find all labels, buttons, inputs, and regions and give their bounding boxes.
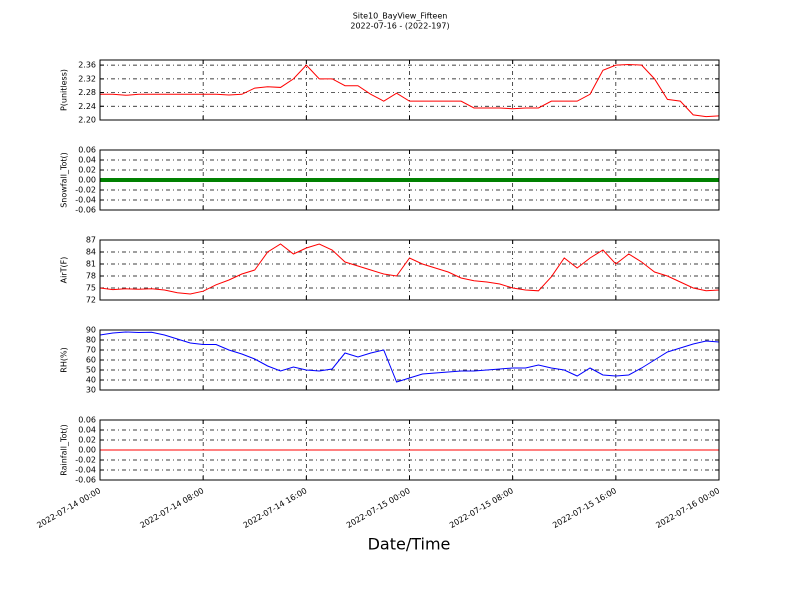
y-tick-label: 84 (86, 248, 96, 257)
y-tick-label: 87 (86, 236, 96, 245)
y-tick-label: 30 (86, 386, 96, 395)
chart-subtitle: 2022-07-16 - (2022-197) (350, 22, 449, 31)
x-tick-label: 2022-07-14 08:00 (138, 486, 205, 530)
y-tick-label: 2.32 (78, 74, 96, 83)
y-tick-label: 81 (86, 260, 96, 269)
y-tick-label: 90 (86, 326, 96, 335)
plot-frame (99, 59, 720, 121)
y-tick-label: 0.04 (78, 426, 96, 435)
plot-frame (99, 419, 720, 481)
y-tick-label: 75 (86, 284, 96, 293)
y-axis-label: RH(%) (60, 347, 69, 372)
x-tick-label: 2022-07-14 16:00 (242, 486, 309, 530)
y-tick-label: -0.02 (75, 186, 96, 195)
y-tick-label: -0.06 (75, 476, 96, 485)
data-line (100, 63, 720, 118)
y-tick-label: 0.00 (78, 176, 96, 185)
y-axis-label: P(unitless) (60, 69, 69, 111)
data-line (99, 243, 720, 295)
plot-frame (99, 239, 720, 301)
y-tick-label: 0.04 (78, 156, 96, 165)
x-tick-label: 2022-07-15 00:00 (345, 486, 412, 530)
y-tick-label: 2.28 (78, 88, 96, 97)
x-axis-label: Date/Time (368, 535, 451, 554)
y-tick-label: 0.00 (78, 446, 96, 455)
y-tick-label: 2.36 (78, 61, 96, 70)
y-tick-label: 2.20 (78, 116, 96, 125)
y-tick-label: -0.04 (75, 466, 96, 475)
y-tick-label: 0.06 (78, 146, 96, 155)
data-line (99, 331, 720, 383)
y-axis-label: Snowfall_Tot() (60, 152, 69, 208)
y-tick-label: -0.02 (75, 456, 96, 465)
plot-frame (99, 329, 720, 391)
y-tick-label: 40 (86, 376, 96, 385)
y-tick-label: 0.02 (78, 166, 96, 175)
plot-frame (99, 149, 720, 211)
y-tick-label: 72 (86, 296, 96, 305)
y-tick-label: 60 (86, 356, 96, 365)
y-tick-label: 0.02 (78, 436, 96, 445)
y-tick-label: -0.04 (75, 196, 96, 205)
y-tick-label: 0.06 (78, 416, 96, 425)
y-tick-label: 2.24 (78, 102, 96, 111)
y-axis-label: Rainfall_Tot() (60, 424, 69, 476)
x-tick-label: 2022-07-16 00:00 (654, 486, 721, 530)
x-tick-label: 2022-07-15 08:00 (448, 486, 515, 530)
y-tick-label: 70 (86, 346, 96, 355)
y-tick-label: 78 (86, 272, 96, 281)
y-tick-label: -0.06 (75, 206, 96, 215)
x-tick-label: 2022-07-15 16:00 (551, 486, 618, 530)
y-tick-label: 80 (86, 336, 96, 345)
chart-title: Site10_BayView_Fifteen (353, 12, 448, 21)
x-tick-label: 2022-07-14 00:00 (35, 486, 102, 530)
y-axis-label: AirT(F) (60, 257, 69, 284)
y-tick-label: 50 (86, 366, 96, 375)
